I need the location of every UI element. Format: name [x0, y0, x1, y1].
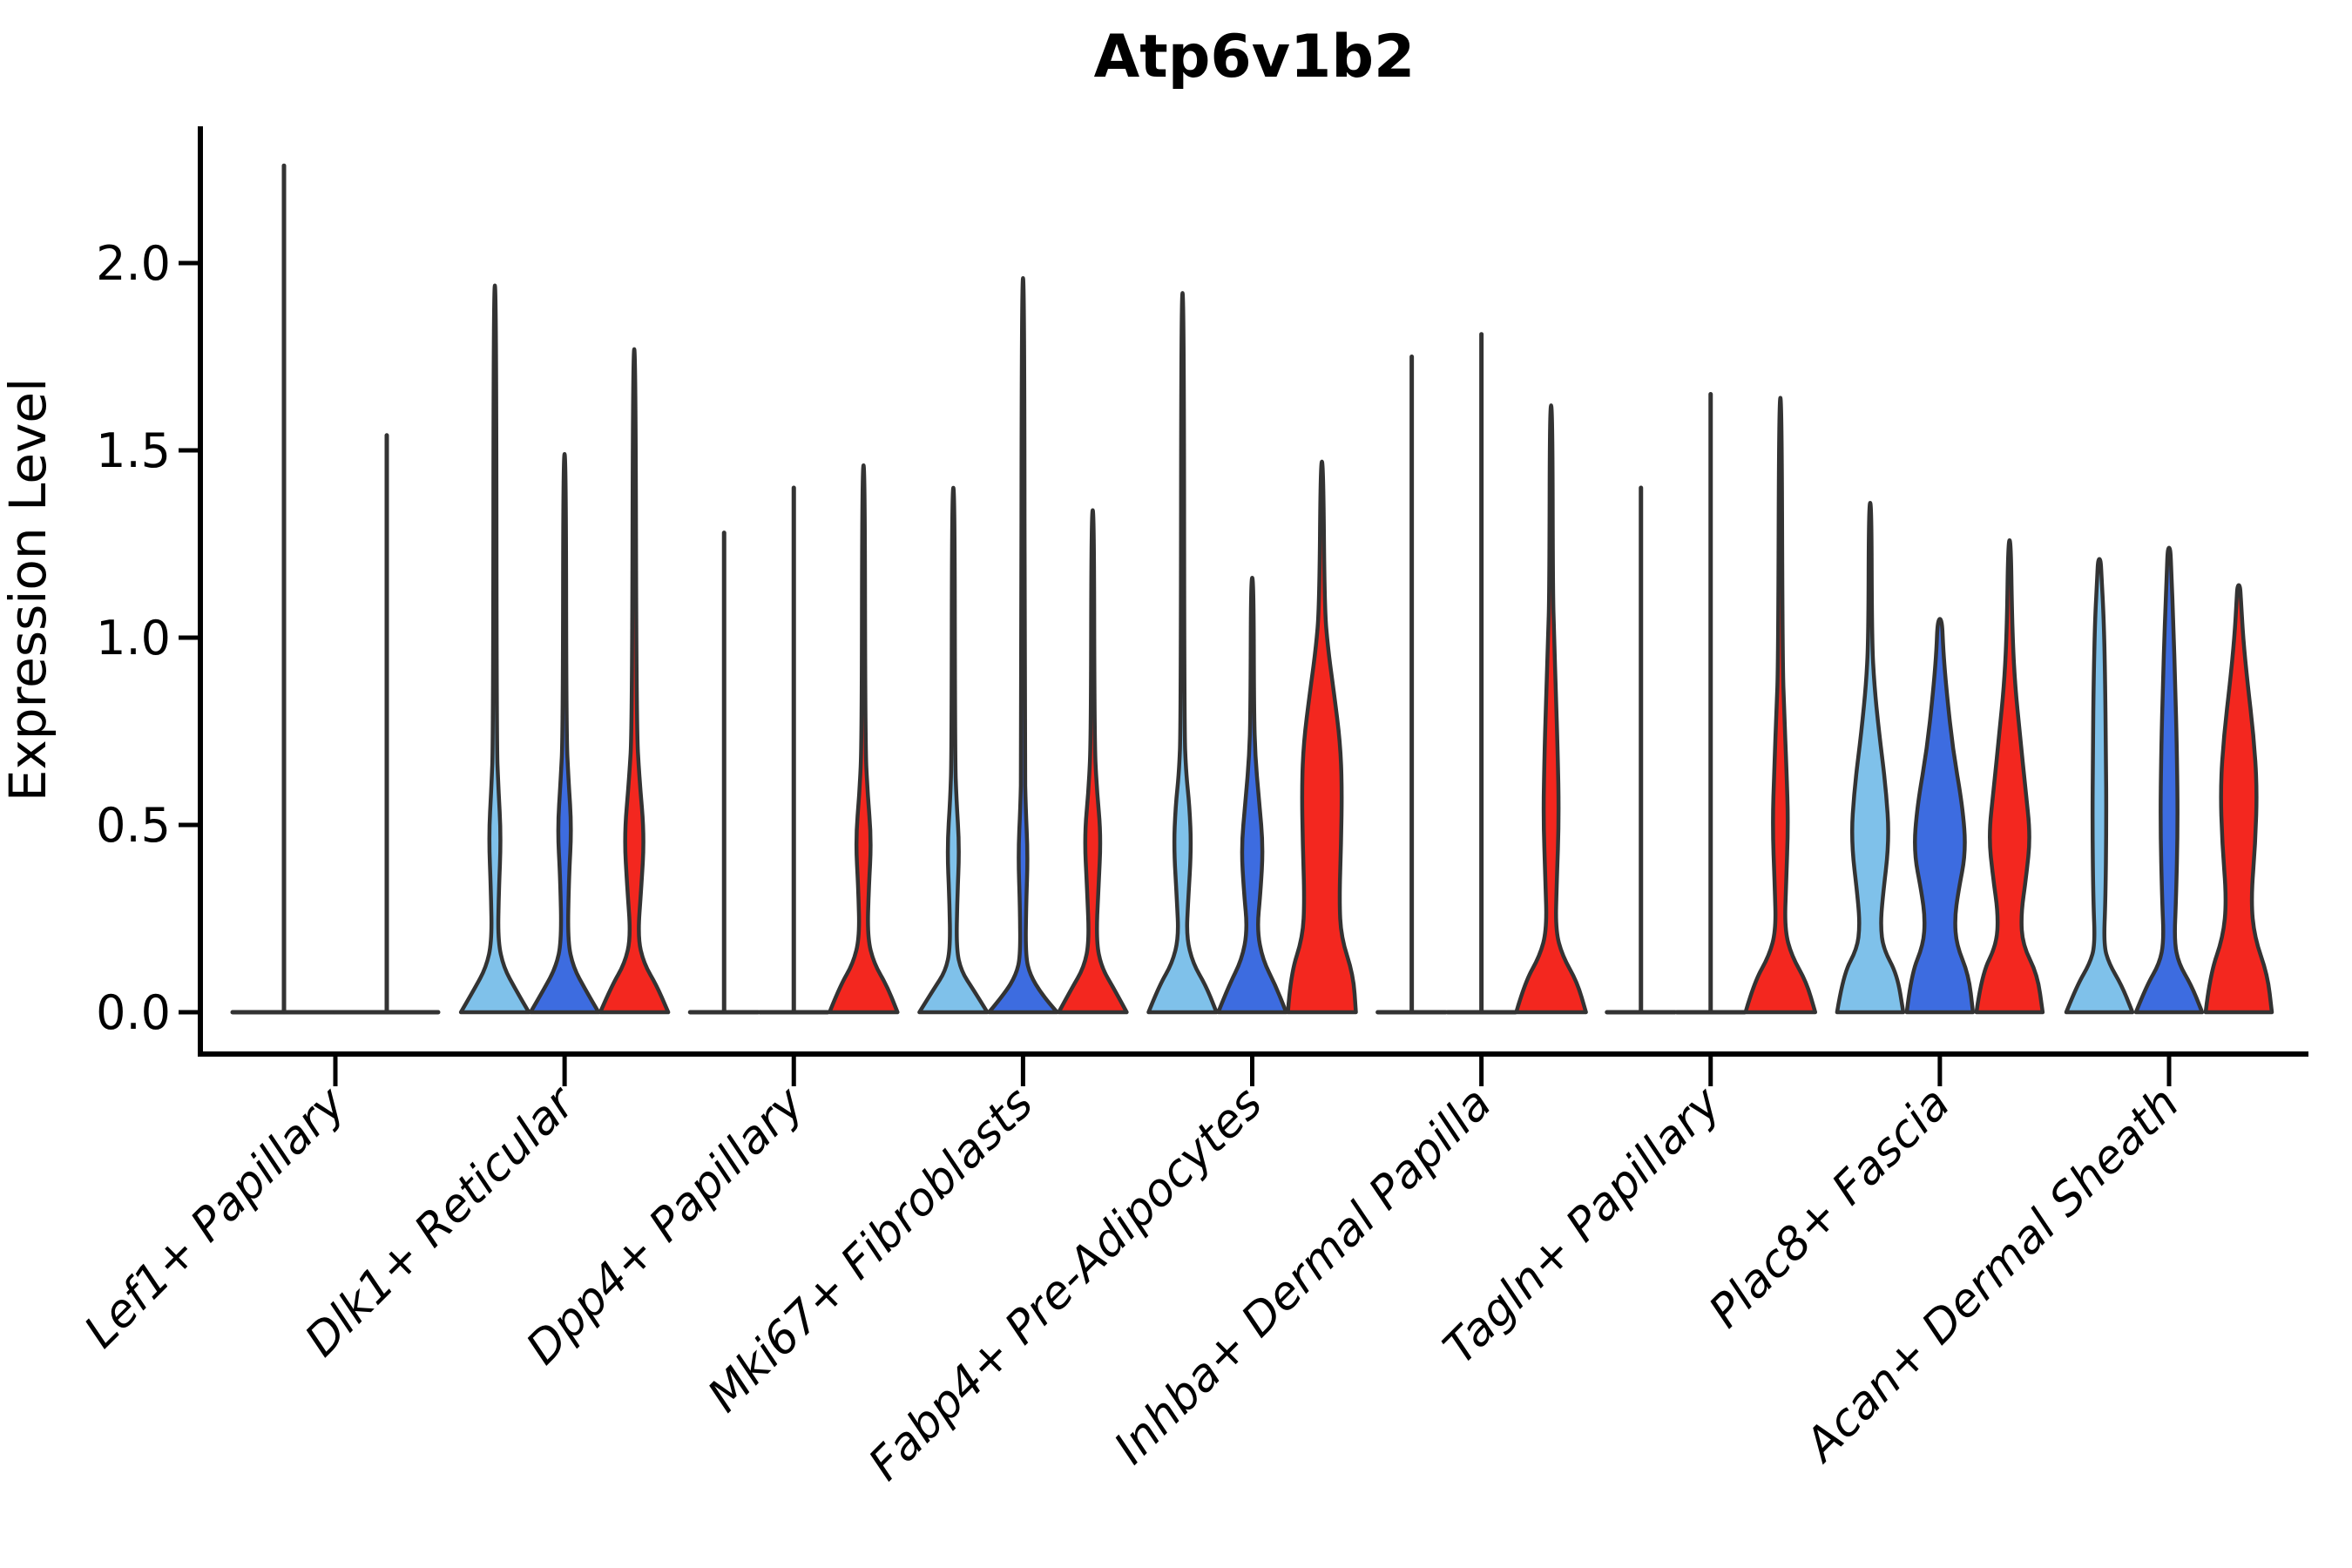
y-tick-label: 1.5: [96, 423, 171, 478]
violin: [2064, 557, 2135, 1015]
violin: [1974, 537, 2045, 1015]
violin: [1835, 500, 1906, 1015]
violin: [1146, 291, 1219, 1015]
ticks-layer: [179, 260, 2172, 1086]
violin: [2133, 545, 2205, 1015]
y-tick-label: 0.0: [96, 985, 171, 1040]
y-tick-label: 2.0: [96, 236, 171, 291]
violin: [917, 485, 990, 1015]
violin: [1743, 395, 1818, 1015]
violin: [1514, 403, 1588, 1015]
y-tick-label: 0.5: [96, 798, 171, 853]
y-tick-label: 1.0: [96, 611, 171, 666]
violin: [1216, 575, 1288, 1015]
y-axis-label: Expression Level: [0, 378, 57, 801]
x-tick-label: Acan+ Dermal Sheath: [1794, 1078, 2189, 1473]
x-tick-label: Inhba+ Dermal Papilla: [1105, 1078, 1502, 1475]
violins-layer: [230, 163, 2274, 1015]
violin: [1286, 459, 1358, 1015]
x-tick-label: Fabp4+ Pre-Adipocytes: [859, 1078, 1273, 1491]
x-tick-label: Plac8+ Fascia: [1700, 1078, 1960, 1338]
violin: [458, 283, 531, 1015]
violin: [1057, 508, 1129, 1015]
violin: [987, 275, 1059, 1015]
chart-title: Atp6v1b2: [1094, 23, 1416, 91]
axes-layer: [198, 126, 2308, 1057]
violin: [528, 452, 601, 1015]
violin: [2203, 583, 2274, 1015]
violin: [1904, 617, 1976, 1015]
violin: [828, 463, 900, 1015]
violin: [598, 347, 671, 1015]
